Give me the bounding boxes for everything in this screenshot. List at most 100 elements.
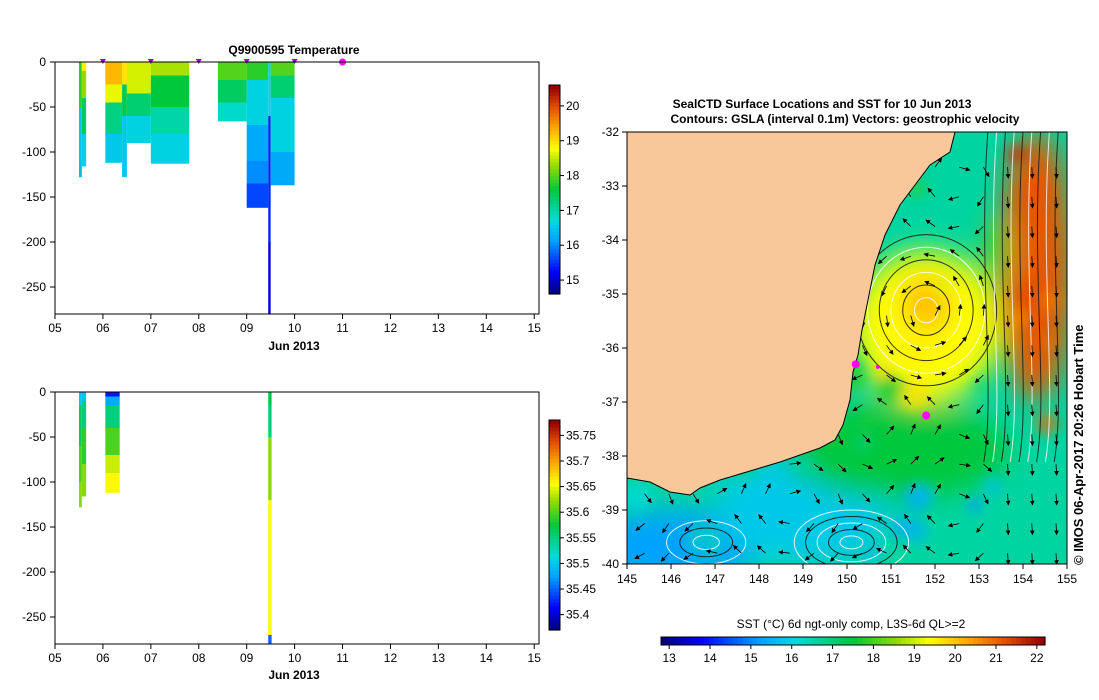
sal-colorbar-swatch bbox=[549, 500, 560, 505]
velocity-vector bbox=[1005, 464, 1011, 476]
temp-colorbar-swatch bbox=[549, 248, 560, 253]
temp-colorbar-swatch bbox=[549, 227, 560, 232]
sst-mottle bbox=[966, 496, 983, 513]
velocity-vector bbox=[1029, 374, 1035, 387]
velocity-vector bbox=[1005, 167, 1011, 179]
sal-colorbar-swatch bbox=[549, 570, 560, 575]
sal-colorbar-swatch bbox=[549, 521, 560, 526]
temp-colorbar-swatch bbox=[549, 112, 560, 117]
velocity-vector bbox=[959, 434, 971, 440]
temp-profile-9-cell-1 bbox=[270, 75, 295, 98]
velocity-vector bbox=[1029, 315, 1035, 328]
gsla-eddy-1-ring-4 bbox=[805, 515, 898, 564]
map-lon-label-10: 155 bbox=[1057, 572, 1077, 586]
velocity-vector bbox=[1029, 167, 1035, 179]
sal-colorbar-swatch bbox=[549, 462, 560, 467]
sst-colorbar-swatch bbox=[997, 637, 1003, 645]
velocity-vector bbox=[876, 397, 887, 406]
temp-colorbar-swatch bbox=[549, 175, 560, 180]
temp-colorbar-swatch bbox=[549, 238, 560, 243]
velocity-vector bbox=[741, 482, 747, 494]
sst-colorbar-swatch bbox=[776, 637, 782, 645]
sst-mottle bbox=[1013, 311, 1028, 326]
temp-colorbar-swatch bbox=[549, 105, 560, 110]
sst-colorbar-swatch bbox=[661, 637, 667, 645]
sst-mottle bbox=[627, 482, 653, 512]
sal-xtick-label-7: 12 bbox=[384, 651, 398, 665]
velocity-vector bbox=[813, 493, 820, 505]
velocity-vector bbox=[862, 434, 871, 443]
sst-colorbar-swatch bbox=[953, 637, 960, 645]
sal-ytick-label-3: -150 bbox=[22, 520, 46, 534]
velocity-vector bbox=[910, 455, 920, 465]
seal-locations bbox=[851, 360, 931, 420]
velocity-vector bbox=[910, 482, 916, 494]
velocity-vector bbox=[924, 280, 936, 287]
temp-xtick-label-5: 10 bbox=[288, 321, 302, 335]
velocity-vector bbox=[804, 552, 815, 561]
sal-profile-3-cell-1 bbox=[268, 405, 272, 437]
temp-profile-3-cell-2 bbox=[122, 116, 127, 178]
velocity-vector bbox=[862, 493, 871, 503]
sal-profile-3-cell-3 bbox=[268, 500, 272, 635]
temp-profile-4-cell-1 bbox=[126, 93, 151, 116]
sst-colorbar-swatch bbox=[819, 637, 825, 645]
seal-location-1 bbox=[922, 411, 931, 420]
velocity-vector bbox=[1029, 285, 1035, 298]
sst-colorbar-swatch bbox=[689, 637, 696, 645]
temp-profile-6-cell-2 bbox=[217, 102, 247, 122]
gsla-eddy-0-ring-5 bbox=[867, 246, 986, 374]
velocity-vector bbox=[1054, 404, 1059, 417]
velocity-vector bbox=[758, 514, 766, 524]
temp-colorbar-swatch bbox=[549, 290, 560, 295]
sst-colorbar-swatch bbox=[1011, 637, 1017, 645]
sst-colorbar-swatch bbox=[1006, 637, 1012, 645]
map-lon-label-6: 151 bbox=[881, 572, 901, 586]
temp-colorbar-swatch bbox=[549, 206, 560, 211]
land-mass bbox=[627, 132, 956, 496]
temp-colorbar-swatch bbox=[549, 116, 560, 121]
sal-profile-1-cell-0 bbox=[81, 392, 87, 401]
velocity-vector bbox=[852, 404, 863, 412]
sal-colorbar-swatch bbox=[549, 479, 560, 484]
velocity-vector bbox=[852, 523, 863, 530]
velocity-vector bbox=[1054, 256, 1059, 268]
map-lon-label-1: 146 bbox=[661, 572, 681, 586]
sst-colorbar-swatch bbox=[704, 637, 710, 645]
temp-profile-8-cell-0 bbox=[268, 62, 271, 116]
sal-colorbar-tick-label-0: 35.4 bbox=[566, 608, 590, 622]
velocity-vector bbox=[1029, 434, 1035, 447]
velocity-vector bbox=[877, 255, 887, 265]
velocity-vector bbox=[974, 552, 984, 562]
sst-mottle bbox=[902, 483, 932, 512]
temperature-panel: Q9900595 Temperature 05 06 07 08 09 10 11 12 13 1… bbox=[22, 43, 580, 353]
velocity-vector bbox=[1029, 404, 1035, 417]
sst-colorbar-swatch bbox=[891, 637, 897, 645]
velocity-vector bbox=[765, 483, 771, 494]
sal-ytick-label-2: -100 bbox=[22, 475, 46, 489]
sst-mottle bbox=[1036, 412, 1059, 435]
velocity-vector bbox=[886, 345, 894, 355]
temp-profile-4-cell-2 bbox=[126, 116, 151, 143]
sal-colorbar-swatch bbox=[549, 455, 560, 460]
temp-colorbar-swatch bbox=[549, 154, 560, 159]
temp-colorbar-swatch bbox=[549, 192, 560, 198]
sst-mottle bbox=[853, 433, 874, 454]
map-lat-label-2: -34 bbox=[602, 233, 620, 247]
sst-colorbar-tick-label-8: 21 bbox=[989, 651, 1003, 665]
sal-colorbar-swatch bbox=[549, 623, 560, 628]
temp-colorbar-swatch bbox=[549, 283, 560, 288]
velocity-vector bbox=[634, 552, 645, 560]
sst-colorbar-tick-label-7: 20 bbox=[948, 651, 962, 665]
sst-colorbar-swatch bbox=[1016, 637, 1022, 645]
velocity-vector bbox=[886, 484, 895, 495]
velocity-vector bbox=[1029, 553, 1035, 564]
gsla-eddy-0-ring-4 bbox=[878, 259, 974, 362]
velocity-vector bbox=[1029, 226, 1035, 239]
sal-profile-1-cell-2 bbox=[81, 428, 87, 464]
sal-colorbar-tick-label-5: 35.65 bbox=[566, 480, 596, 494]
temp-xtick-label-7: 12 bbox=[384, 321, 398, 335]
temp-profile-5-cell-3 bbox=[150, 134, 190, 164]
velocity-vector bbox=[947, 403, 960, 409]
temp-colorbar-swatch bbox=[549, 213, 560, 218]
